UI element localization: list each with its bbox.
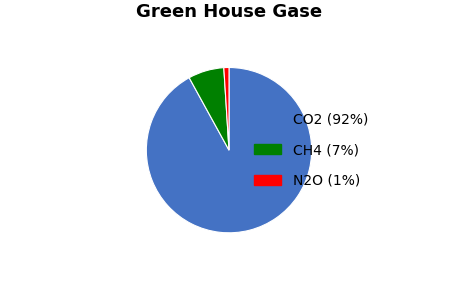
Legend: CO2 (92%), CH4 (7%), N2O (1%): CO2 (92%), CH4 (7%), N2O (1%) [248,107,373,193]
Title: Green House Gase: Green House Gase [136,3,322,21]
Wedge shape [189,68,229,150]
Wedge shape [147,67,311,233]
Wedge shape [224,67,229,150]
